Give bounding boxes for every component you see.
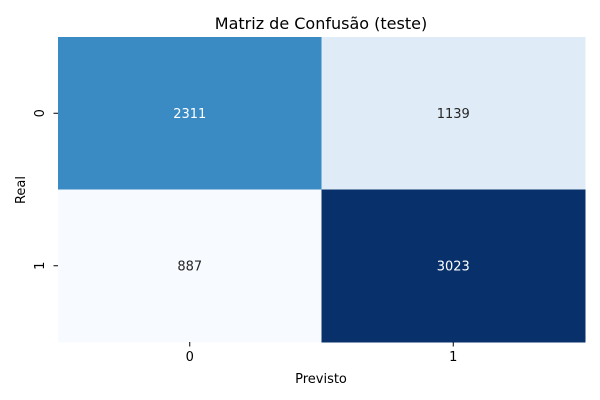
heatmap-cell-0-1	[321, 37, 586, 190]
cell-value-label-0-1: 1139	[437, 107, 470, 122]
y-tick-label-0: 0	[33, 109, 48, 117]
heatmap-annotations: 2311 1139 887 3023	[173, 107, 470, 275]
x-axis-label: Previsto	[295, 372, 347, 387]
y-tick-label-1: 1	[33, 262, 48, 270]
cell-value-label-1-0: 887	[177, 259, 202, 274]
x-tick-label-0: 0	[186, 350, 194, 365]
y-axis: 01	[33, 109, 58, 270]
chart-title: Matriz de Confusão (teste)	[215, 14, 427, 33]
heatmap-cell-0-0	[58, 37, 322, 190]
cell-value-label-0-0: 2311	[173, 107, 206, 122]
x-tick-label-1: 1	[449, 350, 457, 365]
y-axis-label: Real	[14, 176, 29, 204]
heatmap-cell-1-1	[321, 189, 586, 343]
heatmap-cells	[58, 37, 586, 343]
cell-value-label-1-1: 3023	[437, 259, 470, 274]
heatmap-cell-1-0	[58, 189, 322, 343]
